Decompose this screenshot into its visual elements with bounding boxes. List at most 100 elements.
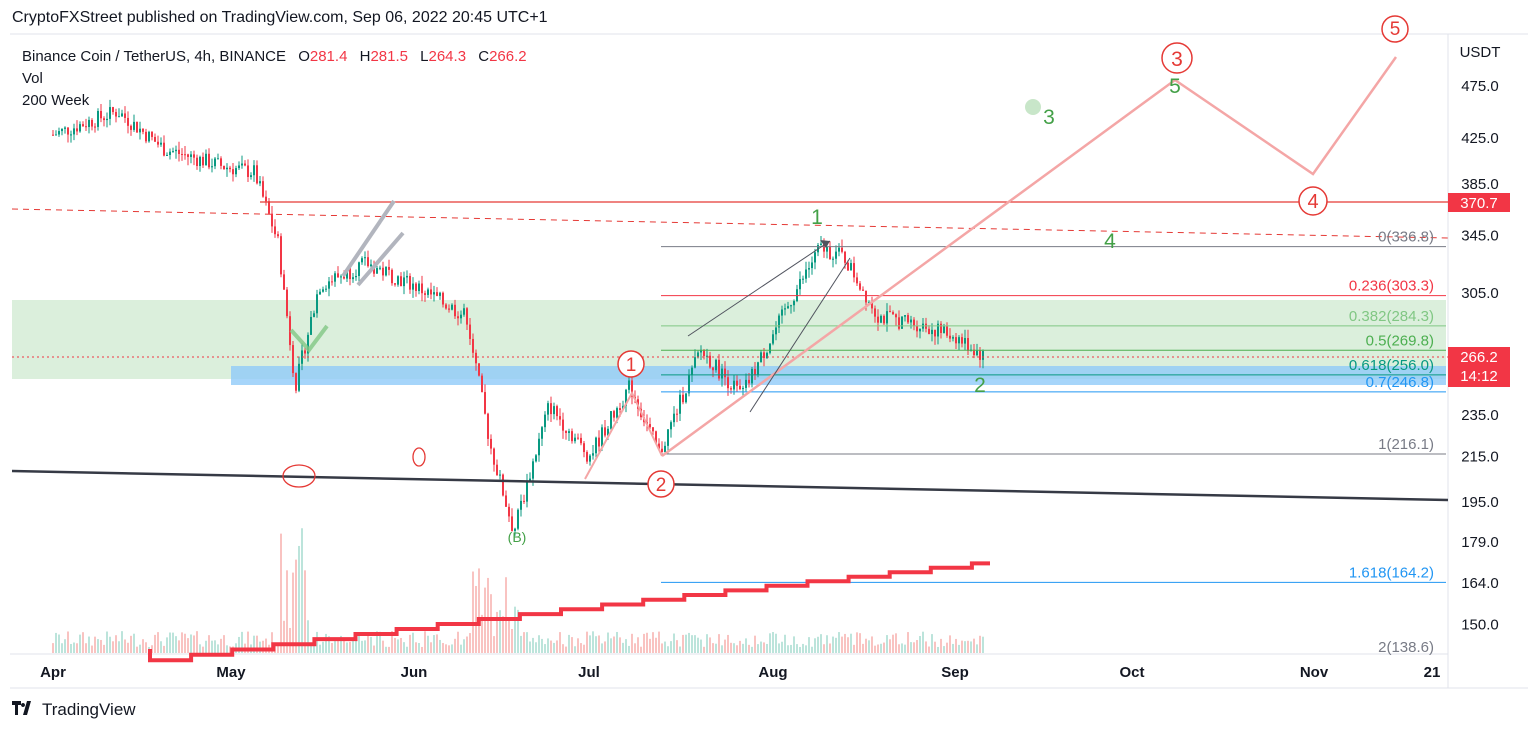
candle-body <box>367 257 369 267</box>
candle-body <box>157 141 159 145</box>
volume-bar <box>937 646 939 653</box>
candle-body <box>67 127 69 135</box>
candle-body <box>304 350 306 354</box>
volume-bar <box>673 633 675 653</box>
volume-bar <box>310 643 312 653</box>
red-wave-5-circle <box>1381 15 1409 43</box>
candle-body <box>277 234 279 237</box>
volume-bar <box>517 609 519 653</box>
candle-body <box>946 326 948 336</box>
volume-bar <box>55 632 57 653</box>
volume-bar <box>412 632 414 653</box>
black-support-trendline <box>11 469 1449 502</box>
volume-bar <box>76 643 78 653</box>
candle-body <box>349 268 351 280</box>
candle-body <box>199 156 201 166</box>
price-axis-ticks[interactable]: 475.0 425.0 385.0 345.0 305.0 235.0 215.0 195.0… <box>1461 78 1499 634</box>
volume-bar <box>451 644 453 653</box>
tradingview-brand[interactable]: TradingView <box>42 700 136 719</box>
candle-body <box>328 281 330 289</box>
volume-bar <box>571 637 573 653</box>
volume-bar <box>706 634 708 653</box>
candle-body <box>340 276 342 278</box>
time-axis-ticks[interactable]: Apr May Jun Jul Aug Sep Oct Nov 21 <box>40 664 1440 681</box>
candle-body <box>310 316 312 335</box>
green-wave-2-label: 2 <box>974 374 986 397</box>
price-tick-label: 425.0 <box>1461 130 1499 147</box>
candle-body <box>376 268 378 274</box>
volume-bar <box>307 620 309 653</box>
volume-bar <box>115 635 117 653</box>
candle-body <box>901 316 903 329</box>
candle-body <box>805 269 807 279</box>
volume-bar <box>604 641 606 653</box>
volume-bar <box>832 636 834 653</box>
volume-bar <box>370 636 372 653</box>
price-tick-label: 150.0 <box>1461 617 1499 634</box>
legend-indicator-vol[interactable]: Vol <box>22 70 43 87</box>
red-wave-2-circle <box>647 470 675 498</box>
legend-indicator-200-week[interactable]: 200 Week <box>22 92 90 109</box>
candle-body <box>472 338 474 353</box>
volume-bar <box>637 637 639 653</box>
tradingview-logo-icon <box>12 700 36 720</box>
volume-bar <box>835 637 837 653</box>
candle-body <box>904 315 906 317</box>
candlestick-series <box>52 99 984 536</box>
candle-body <box>907 315 909 323</box>
candle-body <box>394 283 396 285</box>
candle-body <box>400 276 402 287</box>
volume-bar <box>478 568 480 653</box>
wave-1-2-path <box>584 390 663 480</box>
last-price-tag: 266.2 <box>1460 349 1498 366</box>
candle-body <box>193 154 195 158</box>
legend-symbol[interactable]: Binance Coin / TetherUS, 4h, BINANCE <box>22 48 287 65</box>
level-price-tag-bg <box>1448 193 1510 212</box>
fib-level-labels: 0(336.8) 0.236(303.3) 0.382(284.3) 0.5(269.… <box>1349 229 1434 656</box>
candle-body <box>322 289 324 292</box>
volume-bar <box>631 633 633 653</box>
candle-body <box>454 304 456 317</box>
volume-bar <box>265 638 267 653</box>
volume-bar <box>979 635 981 653</box>
volume-bar <box>226 645 228 653</box>
time-tick-label: Oct <box>1119 664 1144 681</box>
candle-body <box>238 165 240 169</box>
candle-body <box>586 452 588 462</box>
volume-bar <box>736 645 738 653</box>
candle-body <box>319 291 321 295</box>
volume-bar <box>376 631 378 653</box>
volume-bar <box>295 559 297 653</box>
candle-body <box>502 474 504 496</box>
candle-body <box>259 181 261 184</box>
volume-bar <box>493 636 495 653</box>
volume-bar <box>292 572 294 653</box>
volume-bar <box>562 644 564 653</box>
time-tick-label: Jun <box>401 664 428 681</box>
volume-bar <box>529 641 531 653</box>
candle-body <box>967 338 969 351</box>
volume-bar <box>406 646 408 653</box>
candle-body <box>223 165 225 170</box>
volume-bar <box>865 638 867 653</box>
candle-body <box>364 257 366 259</box>
candle-body <box>511 516 513 531</box>
candle-body <box>931 329 933 335</box>
volume-bar <box>919 636 921 653</box>
volume-bar <box>142 639 144 653</box>
candle-body <box>421 283 423 294</box>
candle-body <box>82 124 84 127</box>
volume-bar <box>649 638 651 653</box>
red-wave-1-label: 1 <box>626 355 637 376</box>
volume-bar <box>163 645 165 653</box>
volume-bar <box>760 641 762 653</box>
volume-bar <box>112 641 114 653</box>
volume-bar <box>856 632 858 653</box>
candle-body <box>463 308 465 315</box>
volume-bar <box>913 642 915 653</box>
candle-body <box>628 380 630 390</box>
candle-body <box>211 166 213 168</box>
candle-body <box>865 290 867 303</box>
volume-bar <box>367 634 369 653</box>
